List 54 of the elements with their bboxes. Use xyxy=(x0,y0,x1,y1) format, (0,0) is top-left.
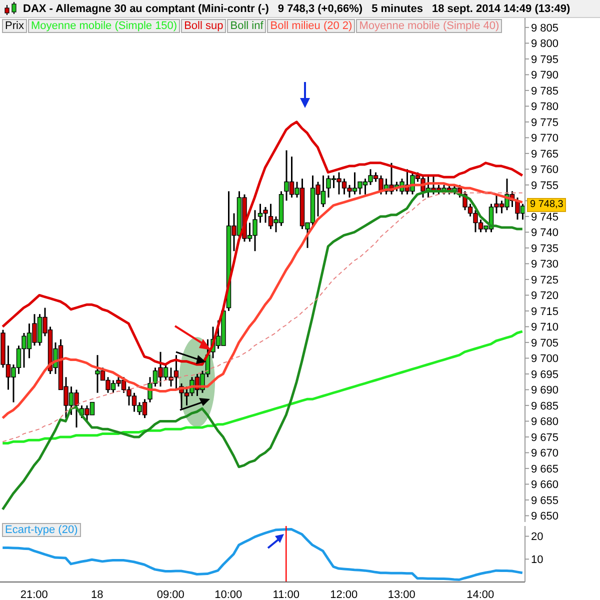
text: Boll sup xyxy=(181,19,226,33)
y-tick-label: 9 740 xyxy=(531,227,559,240)
y-tick-label: 9 700 xyxy=(531,353,559,366)
y-tick-label: 9 650 xyxy=(531,510,559,523)
y-tick-label: 9 785 xyxy=(531,85,559,98)
series-label: Ecart-type (20) xyxy=(2,523,81,537)
annotation: 9 748,3 xyxy=(527,198,566,212)
y-tick-label: 9 715 xyxy=(531,306,559,318)
x-tick-label: 12:00 xyxy=(330,588,358,600)
text: Boll inf xyxy=(227,19,266,33)
text: Moyenne mobile (Simple 150) xyxy=(28,19,180,33)
y-tick-label: 9 755 xyxy=(531,180,559,192)
chart-subtitle: 9 748,3 (+0,66%) xyxy=(278,2,363,14)
x-tick-label: 14:00 xyxy=(466,588,494,600)
y-tick-label: 9 805 xyxy=(531,22,559,34)
x-tick-label: 09:00 xyxy=(156,588,184,600)
y-tick-label: 9 665 xyxy=(531,463,559,476)
text: 5 minutes xyxy=(372,2,423,14)
y-tick-label: 10 xyxy=(531,554,544,566)
y-tick-label: 9 760 xyxy=(531,164,559,176)
x-tick-label: 11:00 xyxy=(272,588,300,600)
y-tick-label: 9 800 xyxy=(531,38,559,50)
y-tick-label: 9 725 xyxy=(531,274,559,286)
x-tick-label: 10:00 xyxy=(214,588,242,600)
y-tick-label: 9 685 xyxy=(531,400,559,412)
text: Moyenne mobile (Simple 40) xyxy=(356,19,502,33)
text: Prix xyxy=(2,19,27,33)
y-tick-label: 9 765 xyxy=(531,148,559,160)
y-tick-label: 9 795 xyxy=(531,54,559,66)
y-tick-label: 9 710 xyxy=(531,322,559,334)
x-tick-label: 18 xyxy=(91,588,104,600)
y-tick-label: 9 780 xyxy=(531,101,559,114)
y-tick-label: 9 790 xyxy=(531,70,559,82)
x-tick-label: 21:00 xyxy=(20,588,48,600)
y-tick-label: 9 670 xyxy=(531,448,559,460)
line-series xyxy=(1,330,524,444)
y-tick-label: 9 680 xyxy=(531,416,559,428)
y-tick-label: 9 660 xyxy=(531,479,559,492)
y-tick-label: 9 775 xyxy=(531,116,559,129)
y-tick-label: 9 695 xyxy=(531,368,559,381)
text: Boll milieu (20 2) xyxy=(267,19,356,33)
y-tick-label: 20 xyxy=(531,531,544,544)
y-tick-label: 9 675 xyxy=(531,432,559,444)
y-tick-label: 9 730 xyxy=(531,258,559,271)
y-tick-label: 9 655 xyxy=(531,494,559,507)
y-tick-label: 9 735 xyxy=(531,242,559,255)
y-tick-label: 9 690 xyxy=(531,384,559,397)
y-tick-label: 9 720 xyxy=(531,290,559,302)
chart-title: DAX - Allemagne 30 au comptant (Mini-contr (-) xyxy=(23,2,269,14)
text: 18 sept. 2014 14:49 (13:49) xyxy=(432,2,570,14)
x-tick-label: 13:00 xyxy=(388,588,416,600)
y-tick-label: 9 705 xyxy=(531,337,559,350)
y-tick-label: 9 770 xyxy=(531,132,559,145)
y-tick-label: 9 745 xyxy=(531,211,559,224)
